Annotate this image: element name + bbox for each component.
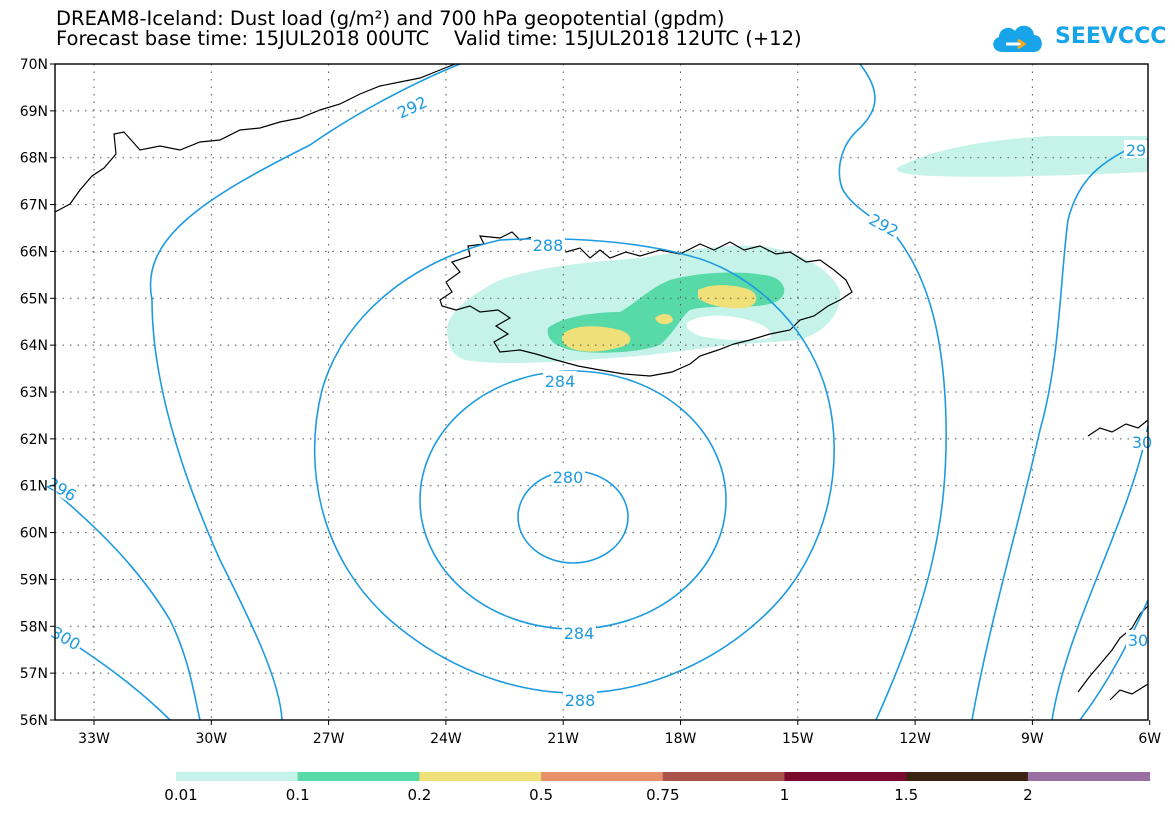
- contour-label-bg: [47, 620, 86, 654]
- contour-label: 284: [545, 372, 576, 391]
- lon-label: 21W: [547, 731, 579, 747]
- colorbar-label: 0.1: [286, 786, 310, 804]
- greenland-coast: [54, 63, 456, 213]
- logo-text: SEEVCCC: [1055, 24, 1167, 49]
- colorbar-label: 2: [1023, 786, 1033, 804]
- colorbar-swatch: [541, 772, 664, 781]
- contour-label-bg: [1126, 630, 1150, 648]
- lat-label: 64N: [20, 338, 48, 354]
- lat-label: 63N: [20, 385, 48, 401]
- dust-region-light-sea: [896, 136, 1148, 177]
- contour-label-bg: [531, 235, 565, 253]
- longitude-labels: 33W 30W 27W 24W 21W 18W 15W 12W 9W 6W: [78, 720, 1161, 747]
- lat-label: 60N: [20, 526, 48, 542]
- lat-label: 62N: [20, 432, 48, 448]
- colorbar-swatch: [906, 772, 1029, 781]
- contour-288: [313, 237, 835, 694]
- lat-label: 67N: [20, 198, 48, 214]
- scotland-coast: [1077, 605, 1149, 693]
- colorbar-swatch: [662, 772, 785, 781]
- lat-label: 69N: [20, 104, 48, 120]
- lat-label: 56N: [20, 713, 48, 729]
- colorbar-label: 0.2: [407, 786, 431, 804]
- colorbar-swatch: [784, 772, 907, 781]
- lat-label: 65N: [20, 291, 48, 307]
- hebrides-coast: [1109, 683, 1149, 701]
- contour-label-group: 284: [562, 623, 596, 643]
- lat-label: 61N: [20, 479, 48, 495]
- latitude-labels: 70N 69N 68N 67N 66N 65N 64N 63N 62N 61N 60N 59N 58N 5…: [20, 57, 55, 729]
- lon-label: 15W: [782, 731, 814, 747]
- contour-label-bg: [392, 90, 431, 122]
- contour-label-bg: [562, 623, 596, 641]
- colorbar-label: 0.5: [529, 786, 553, 804]
- contour-label: 30: [1128, 631, 1148, 650]
- colorbar-label: 0.75: [646, 786, 679, 804]
- contour-label-bg: [1124, 140, 1148, 158]
- colorbar-swatch: [176, 772, 299, 781]
- dust-region-yellow-east: [698, 285, 757, 309]
- colorbar-label: 1.5: [894, 786, 918, 804]
- lat-label: 66N: [20, 244, 48, 260]
- lat-label: 57N: [20, 666, 48, 682]
- contour-296-east: [971, 139, 1149, 721]
- contour-label-bg: [551, 467, 585, 485]
- map-title: DREAM8-Iceland: Dust load (g/m²) and 700…: [56, 7, 725, 30]
- colorbar-swatch: [297, 772, 420, 781]
- contour-label-group: 284: [543, 371, 577, 391]
- contour-300-east: [1051, 425, 1149, 721]
- contour-label-bg: [43, 471, 82, 505]
- cloud-logo-icon: [993, 25, 1042, 52]
- contour-label-group: 288: [563, 690, 597, 710]
- contour-label: 30: [1132, 433, 1152, 452]
- colorbar: 0.01 0.1 0.2 0.5 0.75 1 1.5 2: [164, 772, 1151, 804]
- colorbar-label: 1: [780, 786, 790, 804]
- lon-label: 33W: [78, 731, 110, 747]
- colorbar-swatch: [419, 772, 542, 781]
- lat-label: 58N: [20, 619, 48, 635]
- lon-label: 24W: [430, 731, 462, 747]
- faroe-scotland-coast-north: [1087, 419, 1149, 437]
- contour-label-group: 288: [531, 235, 565, 255]
- contour-label-bg: [563, 690, 597, 708]
- contour-label-group: 292: [865, 208, 904, 241]
- contour-292-west: [149, 63, 461, 721]
- colorbar-swatch: [1027, 772, 1151, 781]
- lon-label: 12W: [899, 731, 931, 747]
- contour-label-bg: [543, 371, 577, 389]
- lat-label: 70N: [20, 57, 48, 73]
- dust-region-clear-hole: [686, 315, 771, 341]
- dust-shading: [446, 136, 1148, 364]
- lat-label: 68N: [20, 151, 48, 167]
- contour-296-west: [54, 491, 201, 721]
- contour-label-group: 29: [1124, 140, 1148, 160]
- dust-region-yellow-west: [562, 326, 631, 352]
- map-subtitle: Forecast base time: 15JUL2018 00UTC Vali…: [56, 27, 802, 50]
- lon-label: 6W: [1138, 731, 1161, 747]
- contour-label-group: 30: [1130, 432, 1154, 452]
- contour-label: 284: [564, 624, 595, 643]
- contour-304-east: [1079, 599, 1149, 721]
- contour-label: 29: [1126, 141, 1146, 160]
- contour-label: 288: [565, 691, 596, 710]
- contour-label-group: 30: [1126, 630, 1150, 650]
- contour-label-group: 292: [392, 90, 431, 123]
- dust-region-yellow-small: [655, 314, 673, 325]
- contour-label: 280: [553, 468, 584, 487]
- lon-label: 18W: [665, 731, 697, 747]
- contour-292-east: [838, 63, 947, 721]
- contour-label-bg: [865, 208, 904, 241]
- colorbar-label: 0.01: [164, 786, 197, 804]
- lon-label: 30W: [195, 731, 227, 747]
- lon-label: 9W: [1021, 731, 1044, 747]
- contour-label-group: 280: [551, 467, 585, 487]
- contour-label-group: 296: [43, 471, 82, 505]
- contour-label: 288: [533, 236, 564, 255]
- lon-label: 27W: [313, 731, 345, 747]
- lat-label: 59N: [20, 572, 48, 588]
